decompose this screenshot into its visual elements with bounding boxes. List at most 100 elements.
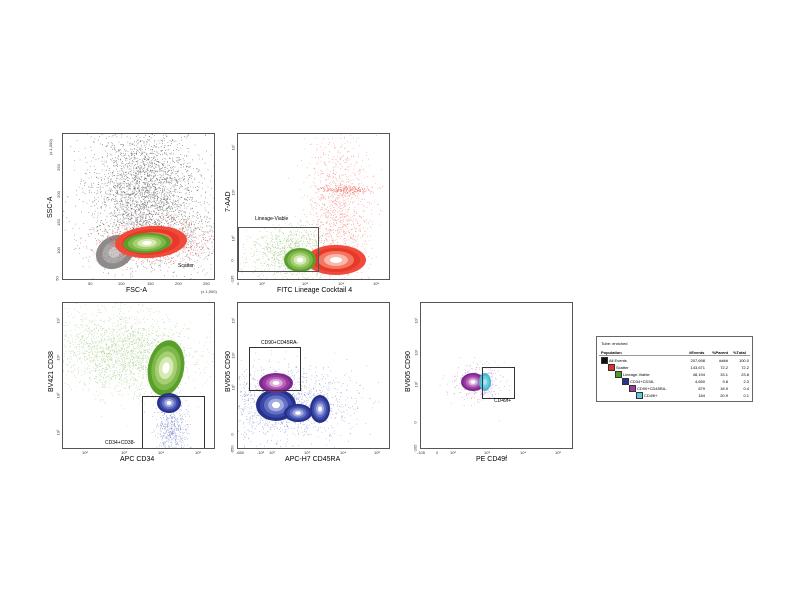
gate-label-cd49f[interactable]: CD49f+ [494, 398, 512, 404]
plot-canvas-1 [63, 134, 214, 279]
x-axis-label-3: APC CD34 [120, 456, 155, 463]
x-tick-4-0: -10² [257, 450, 265, 455]
y-scale-note-1: (x 1,000) [48, 139, 53, 155]
y-tick-3-2: 10³ [55, 392, 61, 399]
plot-canvas-2 [239, 134, 384, 279]
x-tick-5-1: 0 [436, 450, 439, 455]
population-color-swatch [601, 357, 608, 364]
x-tick-1-4: 250 [203, 281, 210, 286]
y-tick-2-3: 0 [229, 259, 235, 262]
population-events: 4,650 [694, 378, 705, 384]
events-lineage-viable [284, 248, 316, 272]
population-color-swatch [629, 385, 636, 392]
y-tick-2-2: 10³ [230, 235, 236, 242]
gate-cd49f[interactable] [482, 367, 515, 399]
x-tick-3-2: 10⁴ [158, 450, 165, 455]
tube-name: Tube: enriched [601, 341, 628, 346]
population-total: 2.3 [743, 378, 749, 384]
population-name: CD90+CD45RA- [637, 385, 667, 391]
x-axis-label-2: FITC Lineage Cocktail 4 [277, 287, 353, 294]
population-color-swatch [622, 378, 629, 385]
population-total: 100.0 [738, 357, 749, 363]
header-parent: %Parent [712, 350, 729, 355]
events-cd34-cd38-right [310, 395, 330, 423]
population-total: 0.4 [743, 385, 749, 391]
population-events: 184 [698, 392, 705, 398]
table-row[interactable]: CD90+CD45RA- 879 18.9 0.4 [597, 385, 752, 392]
y-axis-label-3: BV421 CD38 [48, 351, 55, 392]
y-tick-1-0: 250 [55, 164, 61, 171]
y-tick-2-0: 10⁵ [230, 144, 236, 151]
events-lineage-viable [147, 340, 185, 396]
population-parent: 20.9 [720, 392, 728, 398]
population-total: 72.2 [741, 364, 749, 370]
table-row[interactable]: All Events 207,698 #### 100.0 [597, 357, 752, 364]
population-name: Lineage-Viable [623, 371, 650, 377]
events-all [64, 134, 214, 277]
events-scatter-streak [317, 184, 384, 195]
gate-label-lineage-viable[interactable]: Lineage-Viable [255, 216, 289, 222]
x-tick-2-2: 10³ [302, 281, 308, 286]
events-cd34-cd38-mid [284, 404, 312, 422]
table-row[interactable]: Scatter 143,671 72.2 72.2 [597, 364, 752, 371]
gate-label-cd34-cd38[interactable]: CD34+CD38- [105, 440, 136, 446]
x-tick-1-3: 200 [175, 281, 182, 286]
population-parent: 72.2 [720, 364, 728, 370]
gate-label-scatter[interactable]: Scatter [178, 263, 194, 269]
population-color-swatch [636, 392, 643, 399]
x-tick-2-1: 10² [259, 281, 265, 286]
plot-area-1 [62, 133, 215, 280]
population-events: 48,194 [692, 371, 705, 377]
x-tick-4-1: 10² [269, 450, 275, 455]
x-axis-label-5: PE CD49f [476, 456, 508, 463]
population-parent: #### [719, 357, 728, 363]
header-events: #Events [689, 350, 705, 355]
y-tick-1-1: 200 [55, 191, 61, 198]
population-name: CD34+CD38- [630, 378, 655, 384]
events-scatter-sparse [288, 134, 383, 279]
population-name: CD49f+ [644, 392, 658, 398]
population-events: 879 [698, 385, 705, 391]
plot-canvas-3 [63, 303, 214, 448]
table-row[interactable]: CD34+CD38- 4,650 9.8 2.3 [597, 378, 752, 385]
y-tick-4-3: 0 [229, 433, 235, 436]
y-tick-5-3: 0 [412, 421, 418, 424]
y-tick-4-0: 10⁵ [230, 317, 236, 324]
population-name: All Events [609, 357, 627, 363]
events-cd34-tail [151, 381, 192, 448]
header-divider [599, 355, 750, 356]
plot-area-2 [237, 133, 390, 280]
population-parent: 33.1 [720, 371, 728, 377]
population-events: 143,671 [690, 364, 705, 370]
x-tick-5-2: 10² [450, 450, 456, 455]
x-tick-5-0: -105 [417, 450, 426, 455]
x-tick-5-4: 10⁴ [520, 450, 527, 455]
gate-label-cd90-cd45ra[interactable]: CD90+CD45RA- [261, 340, 299, 346]
x-tick-5-5: 10⁵ [555, 450, 562, 455]
table-row[interactable]: Lineage-Viable 48,194 33.1 23.8 [597, 371, 752, 378]
plot-area-5 [420, 302, 573, 449]
header-total: %Total [733, 350, 746, 355]
gate-cd90-cd45ra[interactable] [249, 347, 301, 391]
population-total: 23.8 [741, 371, 749, 377]
population-parent: 18.9 [720, 385, 728, 391]
plot-canvas-4 [238, 342, 380, 448]
x-tick-3-3: 10⁵ [195, 450, 202, 455]
gate-cd34-cd38[interactable] [142, 396, 205, 448]
x-tick-4-3: 10⁴ [340, 450, 347, 455]
y-tick-3-1: 10⁴ [55, 354, 61, 361]
population-color-swatch [608, 364, 615, 371]
x-axis-label-4: APC-H7 CD45RA [285, 456, 341, 463]
population-events: 207,698 [690, 357, 705, 363]
table-row[interactable]: CD49f+ 184 20.9 0.1 [597, 392, 752, 399]
gate-lineage-viable[interactable] [238, 227, 319, 272]
y-tick-4-4: -650 [229, 445, 235, 454]
population-name: Scatter [616, 364, 629, 370]
events-cd90-cd45ra [259, 373, 293, 393]
y-tick-1-2: 150 [55, 219, 61, 226]
population-parent: 9.8 [722, 378, 728, 384]
x-tick-3-0: 10² [82, 450, 88, 455]
events-cd34-spread [238, 342, 380, 448]
events-cd49f [479, 373, 491, 391]
plot-area-4 [237, 302, 390, 449]
